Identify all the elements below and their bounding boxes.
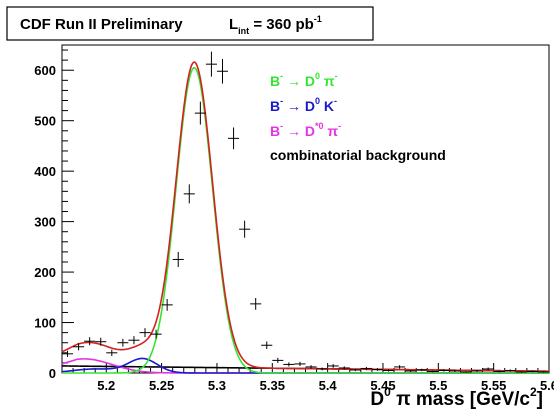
- data-point: [117, 338, 129, 347]
- y-tick-label: 300: [34, 215, 56, 230]
- legend-entry-comb: combinatorial background: [270, 147, 446, 163]
- y-tick-label: 200: [34, 265, 56, 280]
- data-point: [294, 361, 306, 367]
- data-point: [216, 58, 229, 84]
- x-tick-label: 5.4: [319, 378, 338, 393]
- data-point: [250, 297, 262, 310]
- y-tick-label: 0: [49, 366, 56, 381]
- data-point: [449, 369, 461, 372]
- data-point: [239, 220, 251, 238]
- data-point: [194, 101, 206, 125]
- data-point: [272, 357, 284, 363]
- data-point: [493, 370, 505, 373]
- data-point: [316, 367, 328, 371]
- x-tick-label: 5.3: [208, 378, 226, 393]
- y-axis: 0 100 200 300 400 500 600: [34, 49, 74, 381]
- legend-entry-dstarpi: B- → D*0 π-: [270, 121, 341, 139]
- data-point: [405, 369, 417, 372]
- data-point: [172, 251, 184, 268]
- data-point: [371, 368, 383, 371]
- data-point: [205, 51, 217, 77]
- data-point: [161, 299, 173, 311]
- x-axis: 5.2 5.25 5.3 5.35 5.4 5.45 5.5 5.55 5.6: [72, 363, 554, 393]
- y-tick-label: 400: [34, 164, 56, 179]
- data-point: [283, 362, 295, 367]
- luminosity-label: Lint = 360 pb-1: [229, 14, 322, 36]
- data-point: [139, 328, 151, 338]
- data-point: [95, 337, 107, 346]
- data-point: [416, 368, 428, 372]
- legend: B- → D0 π- B- → D0 K- B- → D*0 π-combinato…: [270, 71, 446, 163]
- data-point: [150, 329, 162, 339]
- dpi-curve: [62, 67, 549, 374]
- data-point: [460, 371, 472, 373]
- x-tick-label: 5.35: [260, 378, 285, 393]
- plot-frame: [61, 44, 550, 374]
- data-point: [84, 337, 96, 346]
- data-point: [382, 369, 395, 372]
- data-point: [504, 369, 516, 372]
- data-point: [394, 365, 406, 369]
- x-tick-label: 5.5: [429, 378, 447, 393]
- data-point: [537, 371, 549, 373]
- data-point: [438, 369, 450, 372]
- data-point: [427, 370, 439, 373]
- x-tick-label: 5.55: [481, 378, 506, 393]
- data-point: [471, 369, 483, 372]
- data-point: [349, 368, 361, 372]
- data-point: [183, 184, 195, 204]
- data-point: [228, 127, 240, 150]
- data-points: [62, 51, 549, 373]
- data-point: [106, 349, 118, 357]
- y-tick-label: 500: [34, 114, 56, 129]
- data-point: [327, 364, 339, 368]
- x-axis-title: D0 π mass [GeV/c2]: [370, 385, 543, 410]
- data-point: [482, 367, 494, 371]
- header-box: [6, 6, 374, 41]
- experiment-label: CDF Run II Preliminary: [20, 16, 183, 33]
- legend-entry-dpi: B- → D0 π-: [270, 71, 338, 89]
- legend-entry-dk: B- → D0 K-: [270, 96, 337, 114]
- x-tick-label: 5.6: [540, 378, 554, 393]
- data-point: [62, 350, 74, 357]
- data-point: [305, 365, 317, 369]
- y-tick-label: 100: [34, 316, 56, 331]
- total-fit-curve: [61, 61, 550, 373]
- data-point: [360, 366, 372, 370]
- x-tick-label: 5.45: [370, 378, 395, 393]
- x-tick-label: 5.25: [149, 378, 174, 393]
- fit-curves: [61, 61, 550, 374]
- data-point: [526, 370, 538, 373]
- data-point: [338, 366, 350, 370]
- data-point: [73, 343, 85, 351]
- data-point: [261, 341, 273, 349]
- x-tick-label: 5.2: [97, 378, 115, 393]
- y-tick-label: 600: [34, 63, 56, 78]
- data-point: [128, 336, 140, 345]
- data-point: [515, 371, 527, 373]
